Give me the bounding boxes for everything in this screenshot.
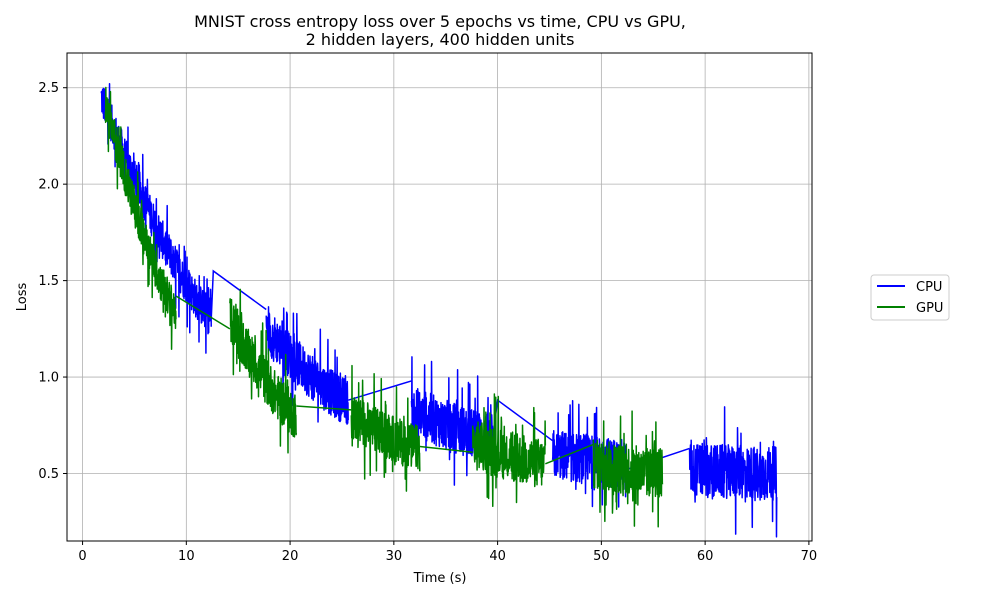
x-tick-label: 70 <box>801 549 818 564</box>
chart-title: MNIST cross entropy loss over 5 epochs v… <box>194 12 686 31</box>
x-tick-label: 40 <box>489 549 506 564</box>
x-tick-label: 60 <box>697 549 714 564</box>
cpu-epoch-line-2 <box>265 306 349 425</box>
y-tick-label: 2.5 <box>38 81 59 96</box>
y-tick-label: 1.0 <box>38 371 59 386</box>
gpu-connector-3 <box>419 445 473 454</box>
gpu-epoch-line-5 <box>592 410 664 528</box>
y-tick-label: 2.0 <box>38 178 59 193</box>
chart-subtitle: 2 hidden layers, 400 hidden units <box>306 30 575 49</box>
gpu-epoch-line-2 <box>229 288 298 454</box>
x-tick-label: 0 <box>78 549 86 564</box>
y-axis-label: Loss <box>15 283 30 312</box>
gpu-connector-1 <box>175 295 231 330</box>
gpu-epoch-line-1 <box>104 86 177 350</box>
x-tick-label: 20 <box>282 549 299 564</box>
cpu-epoch-line-5 <box>688 406 778 538</box>
x-tick-label: 50 <box>593 549 610 564</box>
gpu-epoch-line-3 <box>350 364 421 492</box>
series-gpu <box>104 86 664 528</box>
legend: CPU GPU <box>870 274 950 321</box>
series-group <box>100 83 778 538</box>
x-tick-label: 30 <box>386 549 403 564</box>
x-tick-label: 10 <box>178 549 195 564</box>
gpu-connector-4 <box>545 443 594 465</box>
plot-frame <box>66 52 813 542</box>
cpu-connector-1 <box>210 269 267 320</box>
legend-label-cpu: CPU <box>916 280 942 295</box>
gpu-connector-2 <box>296 405 352 411</box>
y-tick-label: 0.5 <box>38 467 59 482</box>
legend-label-gpu: GPU <box>916 301 943 316</box>
gpu-epoch-line-4 <box>471 393 547 508</box>
x-axis-ticks: 0 10 20 30 40 50 60 70 <box>78 541 817 564</box>
x-axis-label: Time (s) <box>413 571 467 586</box>
y-axis-ticks: 0.5 1.0 1.5 2.0 2.5 <box>38 81 67 482</box>
y-tick-label: 1.5 <box>38 274 59 289</box>
